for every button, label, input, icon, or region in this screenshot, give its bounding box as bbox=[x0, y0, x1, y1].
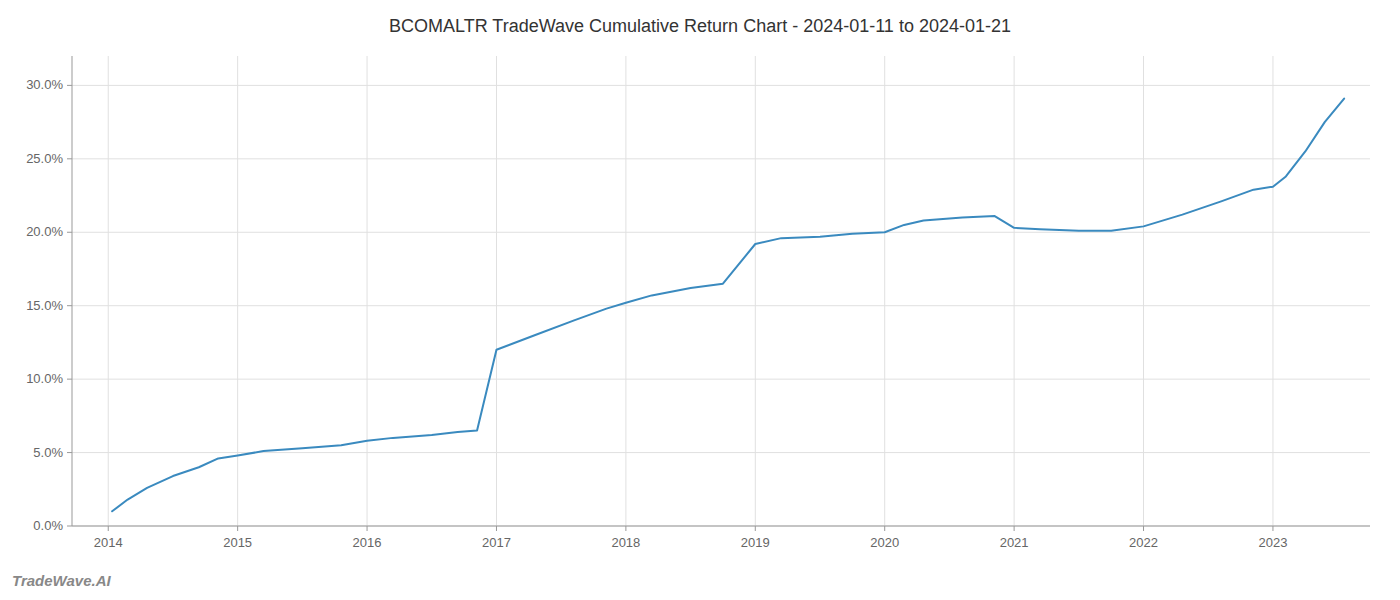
tick bbox=[496, 526, 497, 531]
tick bbox=[108, 526, 109, 531]
tick-label: 0.0% bbox=[33, 518, 63, 533]
tick bbox=[1272, 526, 1273, 531]
tick-label: 2015 bbox=[223, 535, 252, 550]
tick-label: 10.0% bbox=[26, 371, 63, 386]
grid-line bbox=[1272, 56, 1273, 526]
tick bbox=[1014, 526, 1015, 531]
tick-label: 25.0% bbox=[26, 151, 63, 166]
tick-label: 2021 bbox=[1000, 535, 1029, 550]
plot-area bbox=[112, 99, 1344, 512]
tick bbox=[67, 305, 72, 306]
watermark: TradeWave.AI bbox=[12, 572, 111, 589]
x-axis-line bbox=[72, 526, 1370, 527]
grid-line bbox=[72, 379, 1370, 380]
line bbox=[112, 99, 1344, 512]
grid-line bbox=[72, 452, 1370, 453]
grid-line bbox=[72, 232, 1370, 233]
tick-label: 2023 bbox=[1258, 535, 1287, 550]
grid-line bbox=[72, 158, 1370, 159]
tick bbox=[67, 85, 72, 86]
tick bbox=[67, 379, 72, 380]
grid-line bbox=[884, 56, 885, 526]
tick bbox=[67, 452, 72, 453]
grid-line bbox=[755, 56, 756, 526]
grid-line bbox=[1014, 56, 1015, 526]
tick-label: 2019 bbox=[741, 535, 770, 550]
y-axis-line bbox=[72, 56, 73, 526]
tick bbox=[755, 526, 756, 531]
grid bbox=[72, 56, 1370, 526]
background bbox=[0, 0, 1400, 600]
axes: 0.0% 5.0% 10.0% 15.0% 20.0% 25.0% 30.0% 2014 201… bbox=[26, 56, 1370, 550]
tick bbox=[67, 526, 72, 527]
grid-line bbox=[1143, 56, 1144, 526]
tick-label: 20.0% bbox=[26, 224, 63, 239]
grid-line bbox=[72, 85, 1370, 86]
tick bbox=[237, 526, 238, 531]
tick-label: 2022 bbox=[1129, 535, 1158, 550]
tick bbox=[884, 526, 885, 531]
tick-label: 2020 bbox=[870, 535, 899, 550]
grid-line bbox=[108, 56, 109, 526]
tick-label: 30.0% bbox=[26, 77, 63, 92]
grid-line bbox=[72, 526, 1370, 527]
tick bbox=[67, 232, 72, 233]
tick bbox=[367, 526, 368, 531]
tick-label: 2014 bbox=[94, 535, 123, 550]
chart: BCOMALTR TradeWave Cumulative Return Cha… bbox=[0, 0, 1400, 600]
tick-label: 15.0% bbox=[26, 298, 63, 313]
tick-label: 2016 bbox=[353, 535, 382, 550]
tick bbox=[625, 526, 626, 531]
tick bbox=[67, 158, 72, 159]
grid-line bbox=[367, 56, 368, 526]
title: BCOMALTR TradeWave Cumulative Return Cha… bbox=[389, 16, 1011, 36]
grid-line bbox=[496, 56, 497, 526]
grid-line bbox=[625, 56, 626, 526]
tick-label: 5.0% bbox=[33, 445, 63, 460]
grid-line bbox=[72, 305, 1370, 306]
tick-label: 2018 bbox=[611, 535, 640, 550]
tick bbox=[1143, 526, 1144, 531]
tick-label: 2017 bbox=[482, 535, 511, 550]
